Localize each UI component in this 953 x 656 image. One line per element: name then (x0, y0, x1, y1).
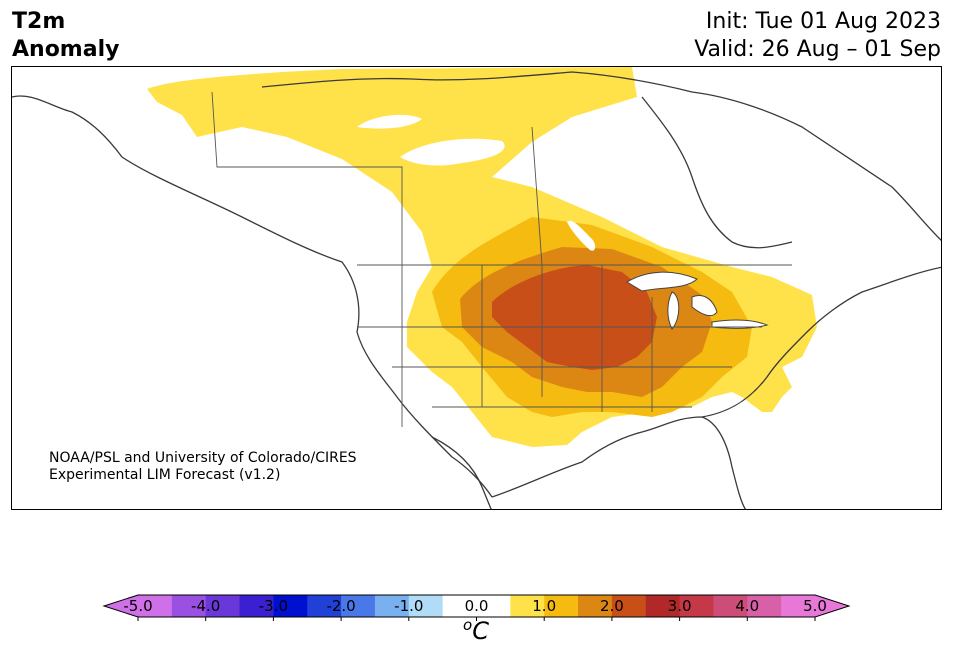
colorbar-tick-label: 4.0 (735, 597, 760, 615)
anomaly-map (11, 66, 942, 510)
colorbar-unit: oC (463, 616, 489, 645)
colorbar-segment (374, 595, 410, 617)
map-canvas (12, 67, 941, 509)
colorbar-segment (341, 595, 376, 617)
colorbar-tick-label: -4.0 (191, 597, 221, 615)
colorbar-tick-label: 2.0 (599, 597, 624, 615)
anomaly-gap-hudson (357, 114, 422, 129)
colorbar-segment (544, 595, 579, 617)
colorbar-tick-label: -5.0 (123, 597, 153, 615)
map-title: T2m Anomaly (12, 8, 119, 64)
colorbar-tick-label: 1.0 (532, 597, 557, 615)
colorbar-segment (747, 595, 782, 617)
colorbar-segment (679, 595, 714, 617)
anomaly-gap-canada (400, 138, 505, 166)
colorbar-segment (578, 595, 613, 617)
colorbar-over-arrow (815, 595, 849, 617)
coastlines (12, 71, 941, 509)
anomaly-region-2.0 (492, 265, 657, 370)
colorbar-tick-label: -1.0 (394, 597, 424, 615)
valid-dates: Valid: 26 Aug – 01 Sep (694, 37, 941, 62)
colorbar-segment (611, 595, 647, 617)
colorbar-segment (171, 595, 207, 617)
boundaries (211, 91, 792, 427)
colorbar-tick-label: 5.0 (803, 597, 827, 615)
colorbar-segment (442, 595, 477, 617)
credit-text: NOAA/PSL and University of Colorado/CIRE… (49, 450, 357, 484)
init-date: Init: Tue 01 Aug 2023 (705, 9, 941, 34)
colorbar-segment (273, 595, 308, 617)
forecast-dates: Init: Tue 01 Aug 2023 Valid: 26 Aug – 01… (694, 8, 941, 64)
colorbar-segment (781, 595, 816, 617)
title-line-2: Anomaly (12, 37, 120, 62)
colorbar-segment (713, 595, 748, 617)
colorbar-segment (138, 595, 173, 617)
colorbar-segment (476, 595, 511, 617)
colorbar-tick-label: 3.0 (667, 597, 692, 615)
colorbar-segment (205, 595, 241, 617)
colorbar-segment (307, 595, 342, 617)
colorbar-tick-label: -3.0 (258, 597, 289, 615)
colorbar-segment (510, 595, 545, 617)
great-lakes (626, 271, 769, 330)
colorbar-segment (408, 595, 444, 617)
credit-line-2: Experimental LIM Forecast (v1.2) (49, 467, 281, 483)
title-line-1: T2m (12, 9, 66, 34)
colorbar-under-arrow (104, 595, 138, 617)
credit-line-1: NOAA/PSL and University of Colorado/CIRE… (49, 450, 357, 466)
colorbar-tick-label: -2.0 (326, 597, 356, 615)
degree-mark: o (463, 616, 473, 634)
unit-letter: C (472, 617, 489, 645)
colorbar-segment (239, 595, 274, 617)
colorbar-segment (645, 595, 681, 617)
colorbar-tick-label: 0.0 (464, 597, 489, 615)
colorbar (102, 594, 851, 621)
lake-winnipeg (567, 220, 596, 251)
